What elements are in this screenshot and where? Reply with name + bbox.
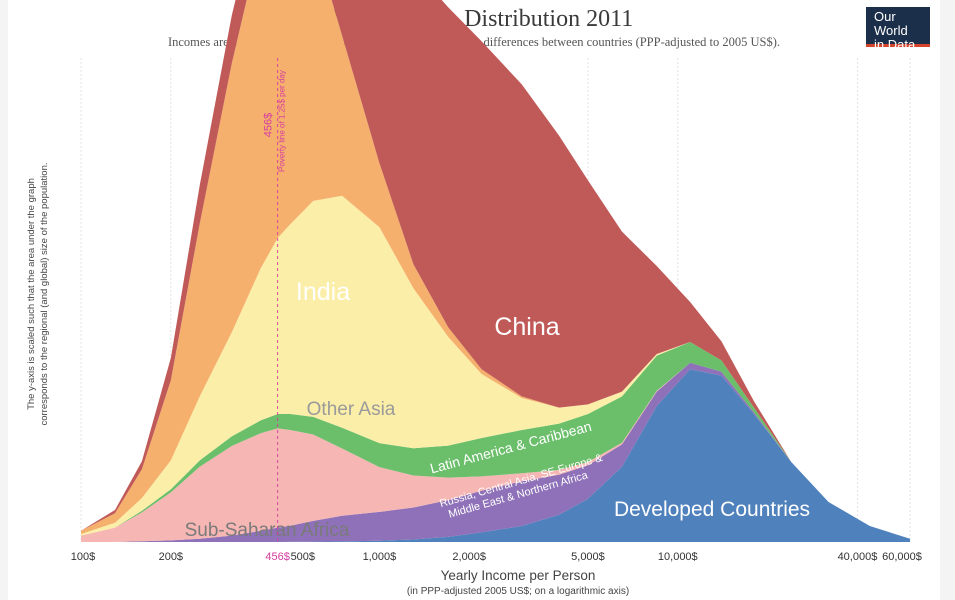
x-tick-1-000: 1,000$ [363, 551, 397, 563]
area-latin-america-caribbean [81, 342, 910, 539]
x-tick-60-000: 60,000$ [882, 551, 922, 563]
x-tick-poverty-456: 456$ [265, 551, 289, 563]
x-tick-5-000: 5,000$ [571, 551, 605, 563]
x-tick-40-000: 40,000$ [838, 551, 878, 563]
label-other-asia: Other Asia [307, 399, 396, 420]
area-india [81, 0, 910, 539]
poverty-line-group: 456$ Poverty line of 1.25$ per day [263, 58, 287, 542]
x-tick-100: 100$ [71, 551, 95, 563]
logo-line-1: Our World [874, 9, 908, 38]
y-axis-note-line-1: The y-axis is scaled such that the area … [26, 178, 37, 410]
label-china: China [494, 313, 559, 341]
logo-line-2: in Data [874, 37, 916, 52]
x-axis-subtitle: (in PPP-adjusted 2005 US$; on a logarith… [406, 586, 630, 597]
x-tick-labels: 100$ 200$ 500$ 1,000$ 2,000$ 5,000$ 10,000$ 40,… [71, 551, 922, 563]
x-tick-2-000: 2,000$ [452, 551, 486, 563]
area-russia-central-asia-se-europe-middle-east-northern-africa [81, 362, 910, 542]
area-china [81, 0, 910, 539]
label-india: India [296, 278, 350, 306]
area-sub-saharan-africa [81, 362, 910, 542]
y-axis-note-line-2: corresponds to the regional (and global)… [39, 162, 50, 426]
poverty-line-description: Poverty line of 1.25$ per day [278, 70, 287, 172]
area-other-asia [81, 195, 910, 539]
poverty-line-value: 456$ [263, 113, 275, 137]
x-tick-200: 200$ [159, 551, 183, 563]
owid-logo[interactable]: Our World in Data [866, 7, 930, 52]
x-tick-10-000: 10,000$ [658, 551, 698, 563]
area-developed-countries [81, 369, 910, 542]
chart-card: Global Income Distribution 2011 Incomes … [8, 0, 940, 600]
x-tick-500: 500$ [291, 551, 315, 563]
label-developed-countries: Developed Countries [614, 498, 810, 521]
area-series [81, 0, 910, 542]
x-axis-title: Yearly Income per Person [440, 568, 596, 583]
label-sub-saharan-africa: Sub-Saharan Africa [185, 520, 350, 541]
